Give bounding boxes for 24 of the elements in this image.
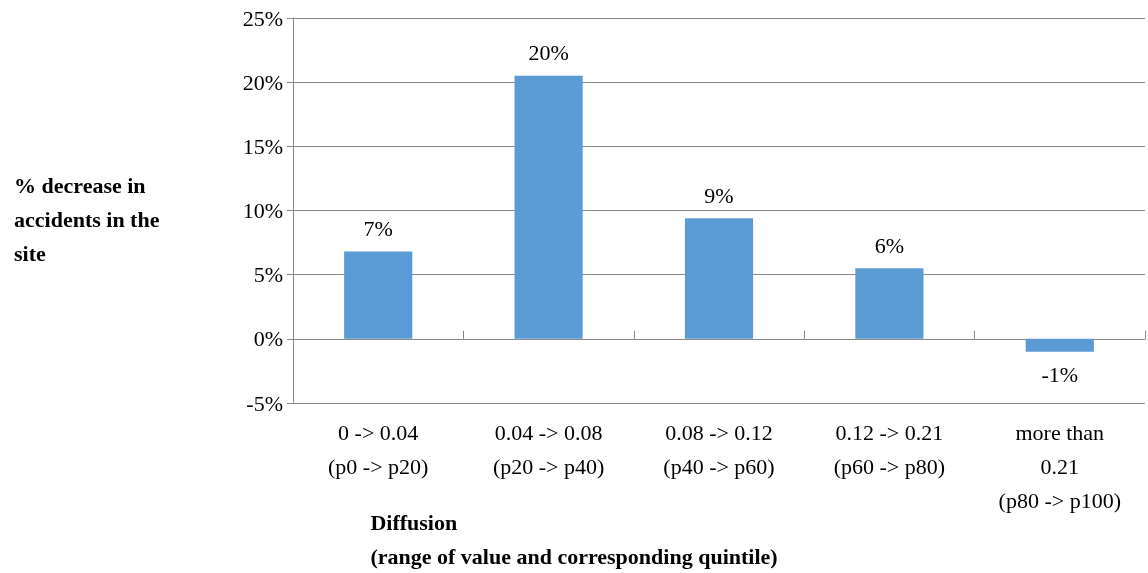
x-tick-label: 0.04 -> 0.08 (p20 -> p40) [492, 419, 605, 479]
y-tick-label: 0% [253, 326, 283, 352]
y-axis-title: % decrease in accidents in the site [14, 172, 160, 266]
x-tick-label: 0.12 -> 0.21 (p60 -> p80) [833, 419, 946, 479]
y-tick-label: -5% [246, 390, 283, 416]
x-axis-title: Diffusion (range of value and corresponding quintile) [370, 509, 778, 569]
data-label: 7% [363, 216, 393, 242]
y-tick-label: 10% [242, 198, 283, 223]
x-tick-label: 0 -> 0.04 (p0 -> p20) [328, 419, 429, 479]
data-label: 20% [528, 40, 569, 66]
bar [514, 75, 583, 339]
bar [684, 218, 754, 339]
y-tick-label: 15% [242, 133, 283, 159]
bar [1025, 338, 1094, 352]
data-label: 9% [704, 182, 734, 208]
data-label: 6% [874, 232, 905, 258]
y-tick-label: 20% [242, 69, 283, 95]
x-tick-label: 0.08 -> 0.12 (p40 -> p60) [663, 419, 775, 479]
data-label: -1% [1041, 362, 1079, 388]
bar [344, 251, 413, 339]
y-tick-label: 25% [242, 5, 283, 31]
y-tick-label: 5% [253, 262, 283, 288]
bar [855, 268, 924, 339]
x-tick-label: more than 0.21 (p80 -> p100) [998, 419, 1121, 513]
